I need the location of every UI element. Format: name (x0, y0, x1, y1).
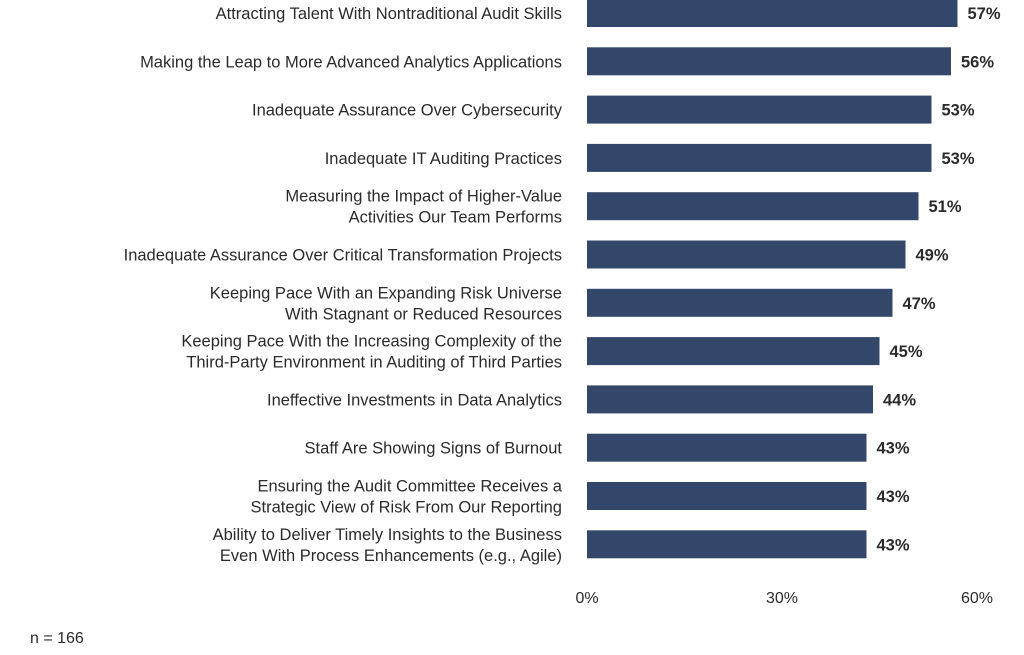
value-label: 56% (961, 53, 994, 71)
bar (587, 192, 919, 221)
bar (587, 482, 867, 510)
value-label: 43% (877, 488, 910, 506)
bar (587, 240, 906, 269)
value-label: 43% (877, 536, 910, 554)
bar (587, 0, 958, 27)
category-label: Keeping Pace With an Expanding Risk Univ… (210, 284, 562, 323)
value-label: 53% (942, 102, 975, 120)
category-labels-group: Attracting Talent With Nontraditional Au… (124, 5, 563, 565)
bar (587, 95, 932, 124)
value-label: 47% (903, 295, 936, 313)
bar (587, 433, 867, 462)
bar (587, 143, 932, 172)
value-label: 49% (916, 247, 949, 265)
value-label: 53% (942, 150, 975, 168)
bar (587, 288, 893, 317)
value-label: 51% (929, 198, 962, 216)
category-label: Inadequate Assurance Over Cybersecurity (252, 102, 563, 120)
category-label: Inadequate IT Auditing Practices (325, 150, 562, 168)
bar (587, 47, 951, 76)
value-label: 44% (883, 391, 916, 409)
x-tick-label: 0% (575, 590, 598, 607)
x-axis-ticks-group: 0% 30% 60% (575, 590, 993, 607)
value-label: 45% (890, 343, 923, 361)
category-label: Measuring the Impact of Higher-Value Acti… (285, 188, 562, 227)
category-label: Staff Are Showing Signs of Burnout (305, 440, 563, 458)
bars-group (587, 0, 958, 559)
category-label: Ineffective Investments in Data Analytic… (267, 391, 562, 409)
sample-size-note: n = 166 (30, 630, 84, 647)
category-label: Inadequate Assurance Over Critical Trans… (124, 247, 562, 265)
x-tick-label: 30% (766, 590, 798, 607)
category-label: Keeping Pace With the Increasing Complex… (181, 333, 562, 372)
value-label: 43% (877, 440, 910, 458)
category-label: Making the Leap to More Advanced Analyti… (140, 53, 562, 71)
value-label: 57% (968, 5, 1001, 23)
x-tick-label: 60% (961, 590, 993, 607)
value-labels-group: 57% 56% 53% 53% 51% 49% 47% 45% 44% 43% 43% 43% (877, 5, 1001, 554)
category-label: Attracting Talent With Nontraditional Au… (216, 5, 562, 23)
bar (587, 385, 873, 414)
category-label: Ability to Deliver Timely Insights to th… (213, 526, 562, 565)
bar (587, 530, 867, 559)
bar (587, 337, 880, 366)
